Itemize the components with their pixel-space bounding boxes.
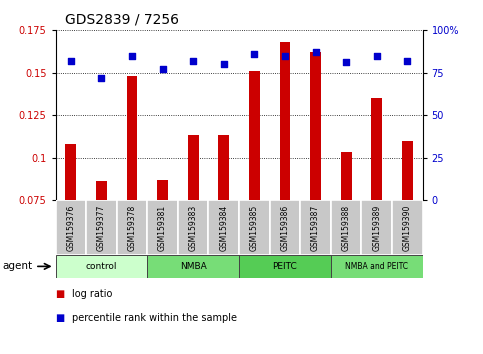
Bar bbox=[249, 71, 260, 200]
Point bbox=[128, 53, 136, 58]
Bar bbox=[66, 144, 76, 200]
Bar bbox=[209, 200, 239, 255]
Text: GSM159386: GSM159386 bbox=[281, 204, 289, 251]
Bar bbox=[147, 200, 178, 255]
Text: GSM159388: GSM159388 bbox=[341, 204, 351, 251]
Point bbox=[251, 51, 258, 57]
Text: percentile rank within the sample: percentile rank within the sample bbox=[72, 313, 238, 323]
Bar bbox=[218, 136, 229, 200]
Text: GSM159389: GSM159389 bbox=[372, 204, 381, 251]
Bar bbox=[331, 200, 361, 255]
Bar bbox=[270, 200, 300, 255]
Bar bbox=[56, 200, 86, 255]
Point bbox=[67, 58, 75, 63]
Bar bbox=[178, 200, 209, 255]
Bar bbox=[86, 200, 117, 255]
Text: control: control bbox=[85, 262, 117, 271]
Bar bbox=[402, 141, 412, 200]
Text: GSM159377: GSM159377 bbox=[97, 204, 106, 251]
Point bbox=[98, 75, 105, 80]
Text: GSM159390: GSM159390 bbox=[403, 204, 412, 251]
Text: agent: agent bbox=[2, 261, 32, 272]
Bar bbox=[392, 200, 423, 255]
Point bbox=[281, 53, 289, 58]
Bar bbox=[96, 181, 107, 200]
Bar bbox=[127, 76, 137, 200]
Bar bbox=[361, 200, 392, 255]
Text: NMBA: NMBA bbox=[180, 262, 207, 271]
Bar bbox=[341, 153, 352, 200]
Bar bbox=[331, 255, 423, 278]
Text: GSM159376: GSM159376 bbox=[66, 204, 75, 251]
Text: GSM159381: GSM159381 bbox=[158, 204, 167, 251]
Bar bbox=[188, 136, 199, 200]
Text: ■: ■ bbox=[56, 313, 65, 323]
Bar bbox=[371, 98, 382, 200]
Bar bbox=[56, 255, 147, 278]
Point bbox=[342, 59, 350, 65]
Bar bbox=[239, 200, 270, 255]
Text: GSM159378: GSM159378 bbox=[128, 204, 137, 251]
Bar bbox=[147, 255, 239, 278]
Text: PEITC: PEITC bbox=[272, 262, 298, 271]
Point bbox=[373, 53, 381, 58]
Bar bbox=[310, 52, 321, 200]
Bar bbox=[239, 255, 331, 278]
Text: GDS2839 / 7256: GDS2839 / 7256 bbox=[65, 12, 179, 27]
Point bbox=[220, 61, 227, 67]
Point bbox=[403, 58, 411, 63]
Bar bbox=[157, 179, 168, 200]
Bar bbox=[117, 200, 147, 255]
Text: log ratio: log ratio bbox=[72, 289, 113, 298]
Text: GSM159385: GSM159385 bbox=[250, 204, 259, 251]
Text: ■: ■ bbox=[56, 289, 65, 298]
Point bbox=[189, 58, 197, 63]
Bar bbox=[280, 42, 290, 200]
Text: GSM159384: GSM159384 bbox=[219, 204, 228, 251]
Text: GSM159387: GSM159387 bbox=[311, 204, 320, 251]
Point bbox=[159, 66, 167, 72]
Point bbox=[312, 49, 319, 55]
Text: NMBA and PEITC: NMBA and PEITC bbox=[345, 262, 408, 271]
Bar bbox=[300, 200, 331, 255]
Text: GSM159383: GSM159383 bbox=[189, 204, 198, 251]
